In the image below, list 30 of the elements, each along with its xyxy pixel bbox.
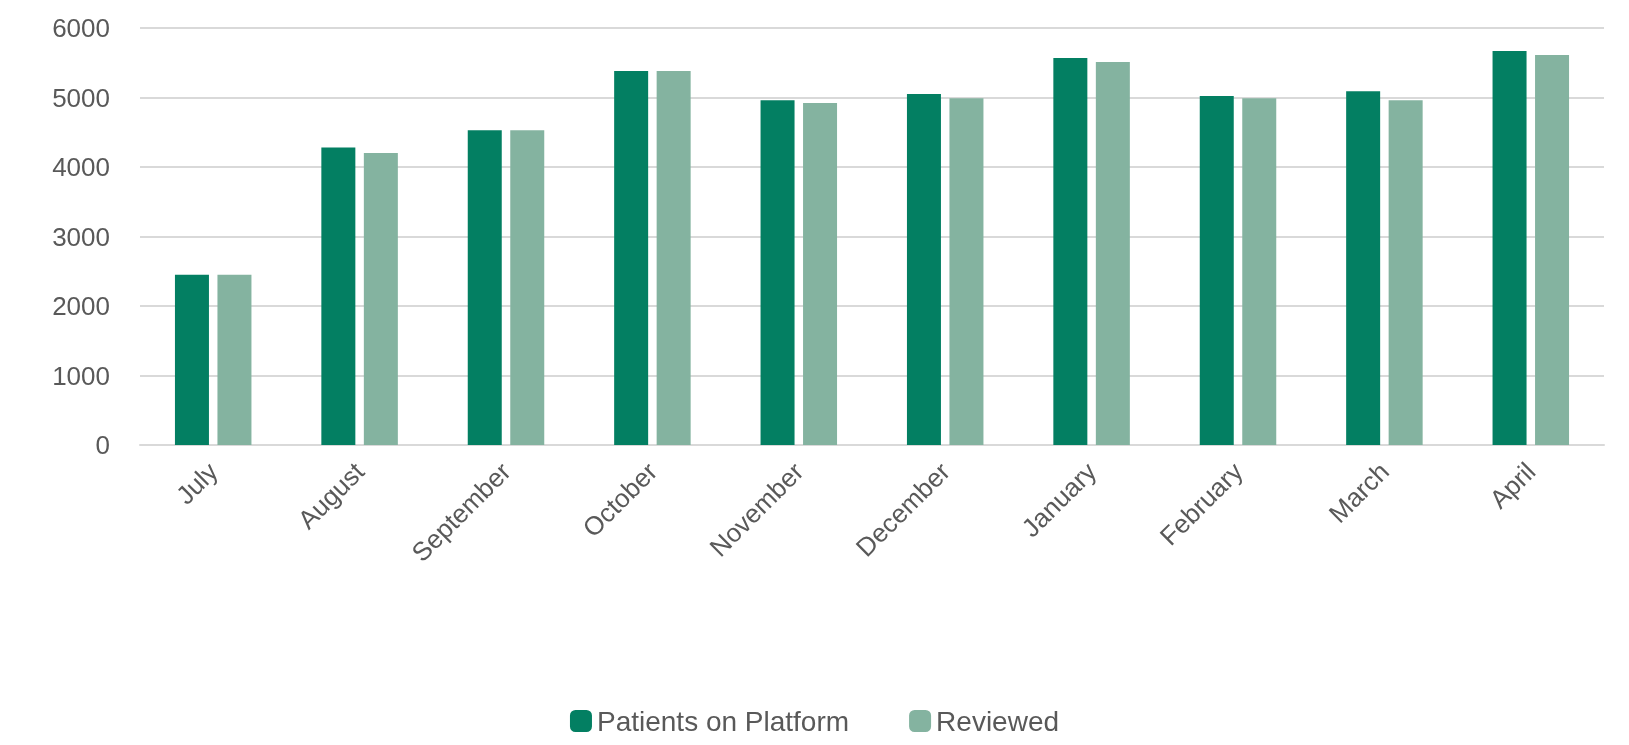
bar (656, 71, 691, 445)
y-tick-label: 5000 (52, 82, 110, 113)
bar (1095, 62, 1130, 445)
x-tick-label: July (169, 456, 224, 511)
y-tick-label: 0 (95, 430, 110, 460)
bar (217, 274, 252, 445)
legend-label: Reviewed (936, 705, 1060, 737)
y-tick-label: 1000 (52, 360, 110, 391)
bar (1388, 100, 1423, 445)
bar (1242, 98, 1277, 445)
legend-label: Patients on Platform (596, 705, 850, 737)
bar (906, 94, 941, 445)
bar (614, 71, 649, 445)
bar (1492, 50, 1527, 445)
y-tick-label: 6000 (52, 13, 110, 43)
bar (510, 130, 545, 445)
y-tick-label: 4000 (52, 152, 110, 182)
bar (467, 130, 502, 445)
bar (321, 147, 356, 445)
bar (1053, 57, 1088, 445)
bar (1535, 55, 1570, 445)
bar (760, 100, 795, 445)
bar (363, 153, 398, 445)
bar (1346, 91, 1381, 445)
bar (949, 98, 984, 445)
bar (1199, 96, 1234, 445)
y-tick-label: 2000 (52, 291, 110, 321)
bar (174, 274, 209, 445)
bar (803, 103, 838, 445)
y-tick-label: 3000 (52, 221, 110, 252)
